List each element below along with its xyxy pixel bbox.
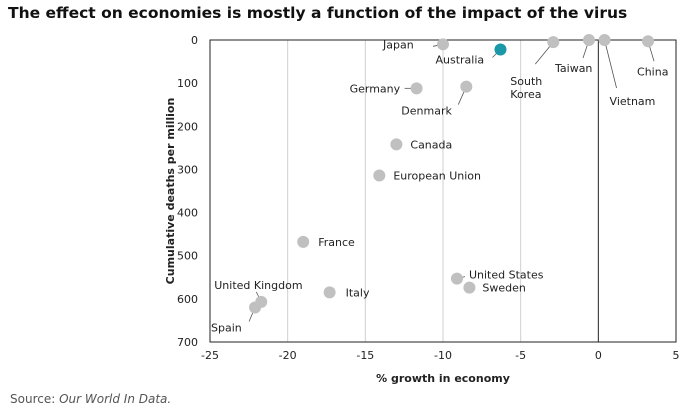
label-japan: Japan xyxy=(382,38,414,51)
point-vietnam xyxy=(598,34,611,46)
label-italy: Italy xyxy=(346,286,370,299)
point-denmark xyxy=(460,80,473,93)
point-european-union xyxy=(373,169,386,182)
data-points xyxy=(249,34,655,314)
label-canada: Canada xyxy=(410,138,452,151)
label-australia: Australia xyxy=(435,53,484,66)
x-tick-label: -20 xyxy=(279,349,297,362)
point-france xyxy=(297,235,310,248)
y-tick-label: 0 xyxy=(191,34,198,47)
label-vietnam: Vietnam xyxy=(610,95,656,108)
label-south-korea: South Korea xyxy=(510,75,542,101)
x-tick-label: -15 xyxy=(356,349,374,362)
y-axis-title: Cumulative deaths per million xyxy=(164,98,177,285)
point-japan xyxy=(437,38,449,51)
x-tick-label: 5 xyxy=(673,349,680,362)
x-axis-title: % growth in economy xyxy=(376,372,510,385)
source-note: Source: Our World In Data. xyxy=(10,392,171,406)
grid-lines xyxy=(287,40,522,342)
point-united-states xyxy=(450,272,463,285)
point-china xyxy=(642,35,655,48)
y-tick-label: 100 xyxy=(177,77,198,90)
x-tick-label: -10 xyxy=(434,349,452,362)
point-germany xyxy=(410,82,423,95)
x-tick-label: -5 xyxy=(515,349,526,362)
y-tick-label: 300 xyxy=(177,163,198,176)
label-united-kingdom: United Kingdom xyxy=(214,279,302,292)
label-european-union: European Union xyxy=(393,169,481,182)
source-name: Our World In Data. xyxy=(59,392,172,406)
point-south-korea xyxy=(547,36,560,49)
y-tick-label: 500 xyxy=(177,250,198,263)
label-sweden: Sweden xyxy=(482,282,525,295)
point-labels: Japan Australia South Korea Taiwan Vietnam Chi… xyxy=(211,38,668,334)
label-taiwan: Taiwan xyxy=(554,62,592,75)
label-france: France xyxy=(318,236,355,249)
x-tick-label: 0 xyxy=(595,349,602,362)
label-germany: Germany xyxy=(350,82,401,95)
point-taiwan xyxy=(583,34,596,46)
y-tick-label: 200 xyxy=(177,120,198,133)
x-tick-label: -25 xyxy=(201,349,219,362)
leader-vietnam xyxy=(604,39,617,89)
y-tick-label: 400 xyxy=(177,207,198,220)
label-spain: Spain xyxy=(211,321,242,334)
y-tick-label: 600 xyxy=(177,293,198,306)
label-china: China xyxy=(637,65,668,78)
point-sweden xyxy=(463,281,476,294)
label-denmark: Denmark xyxy=(401,105,452,118)
point-italy xyxy=(323,286,336,299)
chart-title: The effect on economies is mostly a func… xyxy=(8,4,628,22)
y-tick-label: 700 xyxy=(177,336,198,349)
source-prefix: Source: xyxy=(10,392,56,406)
point-australia xyxy=(494,43,507,56)
label-united-states: United States xyxy=(469,269,544,282)
point-canada xyxy=(390,138,403,151)
point-spain xyxy=(249,301,262,314)
